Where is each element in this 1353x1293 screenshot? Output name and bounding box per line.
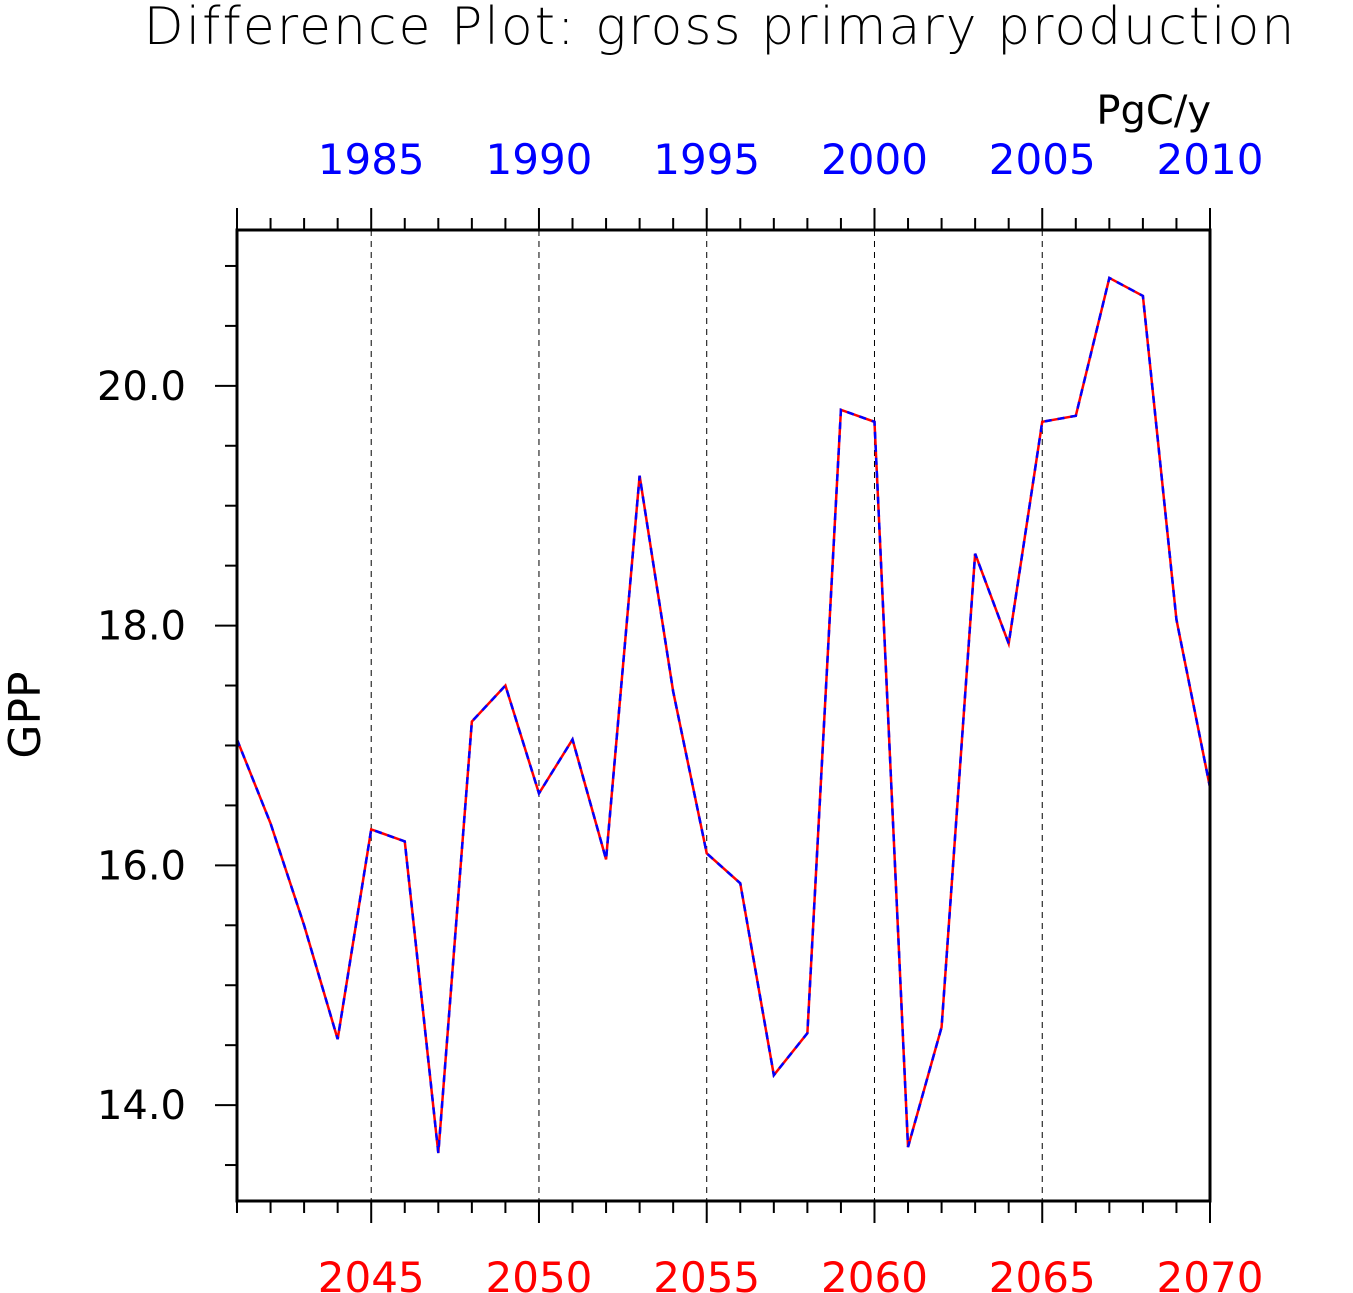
bottom-tick-label: 2050	[486, 1253, 593, 1293]
top-tick-label: 2010	[1157, 135, 1264, 184]
bottom-tick-label: 2070	[1157, 1253, 1264, 1293]
bottom-tick-label: 2065	[989, 1253, 1096, 1293]
bottom-tick-label: 2045	[318, 1253, 425, 1293]
y-tick-label: 16.0	[97, 843, 186, 889]
y-tick-label: 14.0	[97, 1083, 186, 1129]
y-tick-label: 18.0	[97, 604, 186, 650]
top-tick-label: 1990	[486, 135, 593, 184]
series-line-red	[235, 276, 1212, 1154]
y-axis-label: GPP	[0, 671, 51, 758]
bottom-tick-label: 2060	[821, 1253, 928, 1293]
bottom-tick-label: 2055	[653, 1253, 760, 1293]
top-tick-label: 2005	[989, 135, 1096, 184]
plot-frame	[235, 228, 1212, 1203]
top-tick-label: 2000	[821, 135, 928, 184]
y-tick-label: 20.0	[97, 364, 186, 410]
top-tick-label: 1995	[653, 135, 760, 184]
top-tick-label: 1985	[318, 135, 425, 184]
data-series	[235, 276, 1212, 1154]
units-label: PgC/y	[1096, 88, 1211, 134]
grid-lines	[370, 230, 1043, 1201]
chart-title: Difference Plot: gross primary productio…	[144, 0, 1297, 57]
series-line-blue-dashed	[235, 276, 1212, 1154]
axes: 2045 2050 2055 2060 2065 2070 1985 1990 1995 2000…	[97, 135, 1264, 1293]
